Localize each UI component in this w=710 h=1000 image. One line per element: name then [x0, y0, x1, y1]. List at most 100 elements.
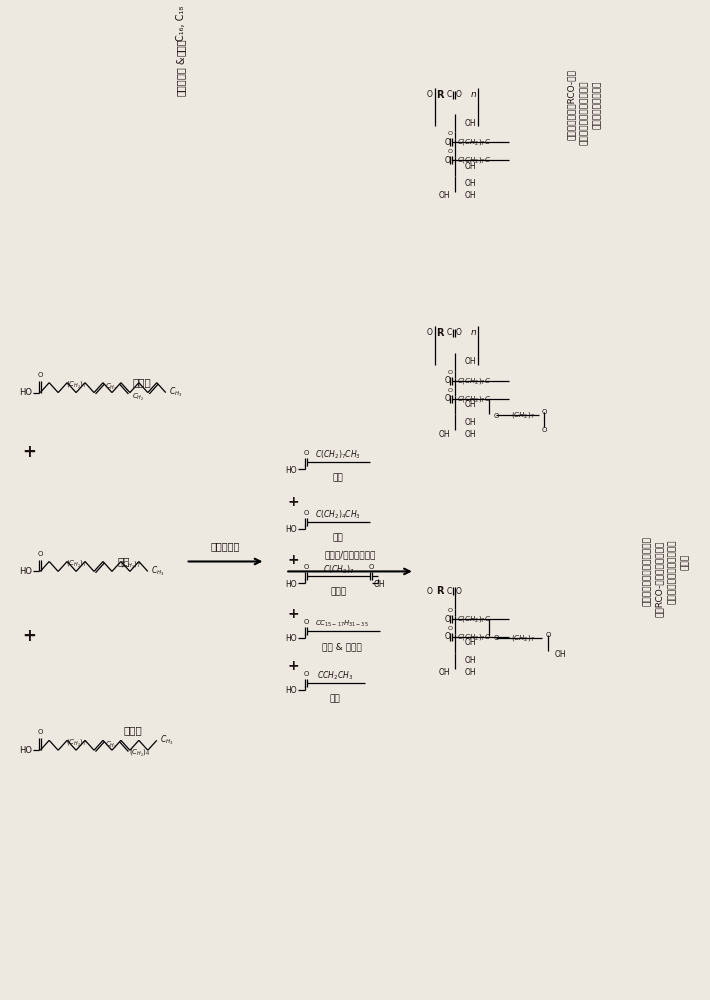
Text: 酯、王酸酯和丙酸酯: 酯、王酸酯和丙酸酯	[593, 80, 601, 129]
Text: 王酸: 王酸	[333, 474, 344, 483]
Text: 己酸: 己酸	[333, 533, 344, 542]
Text: 棕榈酸酯、硬脂酸酯、己酸: 棕榈酸酯、硬脂酸酯、己酸	[579, 80, 589, 145]
Text: 低甘油/羟基比的酯化: 低甘油/羟基比的酯化	[324, 550, 376, 559]
Text: OH: OH	[439, 191, 450, 200]
Text: OH: OH	[464, 638, 476, 647]
Text: HO: HO	[19, 746, 32, 755]
Text: O: O	[303, 671, 309, 677]
Text: OH: OH	[439, 668, 450, 677]
Text: O: O	[303, 564, 309, 570]
Text: O: O	[444, 156, 451, 165]
Text: 其中RCO-表示棕榈酸酯、硬: 其中RCO-表示棕榈酸酯、硬	[655, 541, 665, 617]
Text: OH: OH	[464, 191, 476, 200]
Text: O: O	[456, 328, 462, 337]
Text: O: O	[303, 450, 309, 456]
Text: $C_{H_2}$: $C_{H_2}$	[131, 392, 144, 403]
Text: $C_{H_2}$: $C_{H_2}$	[105, 740, 117, 751]
Text: $CC_{15-17}H_{31-35}$: $CC_{15-17}H_{31-35}$	[315, 619, 369, 629]
Text: O: O	[456, 587, 462, 596]
Text: OH: OH	[374, 580, 386, 589]
Text: O: O	[542, 427, 547, 433]
Text: $(C_{H_2})_7$: $(C_{H_2})_7$	[67, 380, 88, 391]
Text: 支链结构（导致交联结构），: 支链结构（导致交联结构），	[643, 536, 651, 606]
Text: R: R	[436, 586, 444, 596]
Text: O: O	[493, 635, 499, 641]
Text: $C(CH_2)_7C$: $C(CH_2)_7C$	[457, 632, 491, 642]
Text: HO: HO	[285, 466, 297, 475]
Text: 饱和酸: 饱和酸	[175, 38, 186, 56]
Text: C: C	[447, 328, 452, 337]
Text: C₁₆, C₁₈: C₁₆, C₁₈	[175, 5, 186, 41]
Text: 壬二酸: 壬二酸	[330, 588, 346, 597]
Text: HO: HO	[285, 525, 297, 534]
Text: O: O	[303, 510, 309, 516]
Text: $C_{H_3}$: $C_{H_3}$	[169, 386, 182, 399]
Text: R: R	[436, 90, 444, 100]
Text: $(C_{H_2})_7$: $(C_{H_2})_7$	[120, 560, 141, 571]
Text: 亚麻酸: 亚麻酸	[133, 378, 151, 388]
Text: $C(CH_2)_7$: $C(CH_2)_7$	[322, 563, 354, 576]
Text: O: O	[368, 564, 373, 570]
Text: +: +	[288, 607, 299, 621]
Text: O: O	[493, 413, 499, 419]
Text: O: O	[444, 138, 451, 147]
Text: O: O	[38, 372, 43, 378]
Text: +: +	[288, 553, 299, 567]
Text: O: O	[448, 131, 453, 136]
Text: O: O	[448, 388, 453, 393]
Text: 丙酸酯: 丙酸酯	[681, 553, 690, 570]
Text: O: O	[448, 608, 453, 613]
Text: 棕榈 & 硬脂酸: 棕榈 & 硬脂酸	[322, 642, 362, 651]
Text: HO: HO	[285, 580, 297, 589]
Text: OH: OH	[464, 430, 476, 439]
Text: 硬脂酸: 硬脂酸	[175, 79, 186, 96]
Text: $C_{H_3}$: $C_{H_3}$	[151, 565, 165, 578]
Text: O: O	[427, 90, 432, 99]
Text: O: O	[448, 626, 453, 631]
Text: $(C_{H_2})_7$: $(C_{H_2})_7$	[67, 738, 88, 749]
Text: OH: OH	[464, 656, 476, 665]
Text: OH: OH	[464, 418, 476, 427]
Text: OH: OH	[464, 179, 476, 188]
Text: O: O	[448, 149, 453, 154]
Text: O: O	[448, 370, 453, 375]
Text: n: n	[471, 328, 476, 337]
Text: O: O	[545, 632, 551, 638]
Text: OH: OH	[464, 162, 476, 171]
Text: +: +	[22, 443, 36, 461]
Text: HO: HO	[19, 388, 32, 397]
Text: $C(CH_2)_4CH_3$: $C(CH_2)_4CH_3$	[315, 509, 361, 521]
Text: 丙酸: 丙酸	[329, 694, 341, 703]
Text: HO: HO	[285, 686, 297, 695]
Text: OH: OH	[464, 357, 476, 366]
Text: 棕榈 &: 棕榈 &	[175, 56, 186, 79]
Text: $C(CH_2)_7C$: $C(CH_2)_7C$	[457, 614, 491, 624]
Text: O: O	[38, 729, 43, 735]
Text: $(CH_2)_7$: $(CH_2)_7$	[510, 633, 534, 643]
Text: $C_{H_3}$: $C_{H_3}$	[160, 734, 173, 747]
Text: $C(CH_2)_7C$: $C(CH_2)_7C$	[457, 137, 491, 147]
Text: $C(CH_2)_7CH_3$: $C(CH_2)_7CH_3$	[315, 449, 361, 461]
Text: 臭氧化裂解: 臭氧化裂解	[211, 542, 240, 552]
Text: OH: OH	[555, 650, 566, 659]
Text: HO: HO	[285, 634, 297, 643]
Text: O: O	[456, 90, 462, 99]
Text: O: O	[444, 615, 451, 624]
Text: O: O	[427, 587, 432, 596]
Text: O: O	[303, 619, 309, 625]
Text: $C_{H_2}$: $C_{H_2}$	[105, 382, 117, 393]
Text: $(C_{H_2})_7$: $(C_{H_2})_7$	[67, 559, 88, 570]
Text: +: +	[288, 659, 299, 673]
Text: O: O	[444, 394, 451, 403]
Text: $C(CH_2)_7C$: $C(CH_2)_7C$	[457, 376, 491, 386]
Text: $C(CH_2)_7C$: $C(CH_2)_7C$	[457, 394, 491, 404]
Text: C: C	[447, 90, 452, 99]
Text: $C(CH_2)_7C$: $C(CH_2)_7C$	[457, 155, 491, 165]
Text: O: O	[427, 328, 432, 337]
Text: $(CH_2)_7$: $(CH_2)_7$	[510, 410, 534, 420]
Text: +: +	[22, 627, 36, 645]
Text: R: R	[436, 328, 444, 338]
Text: O: O	[542, 409, 547, 415]
Text: +: +	[288, 495, 299, 509]
Text: OH: OH	[464, 119, 476, 128]
